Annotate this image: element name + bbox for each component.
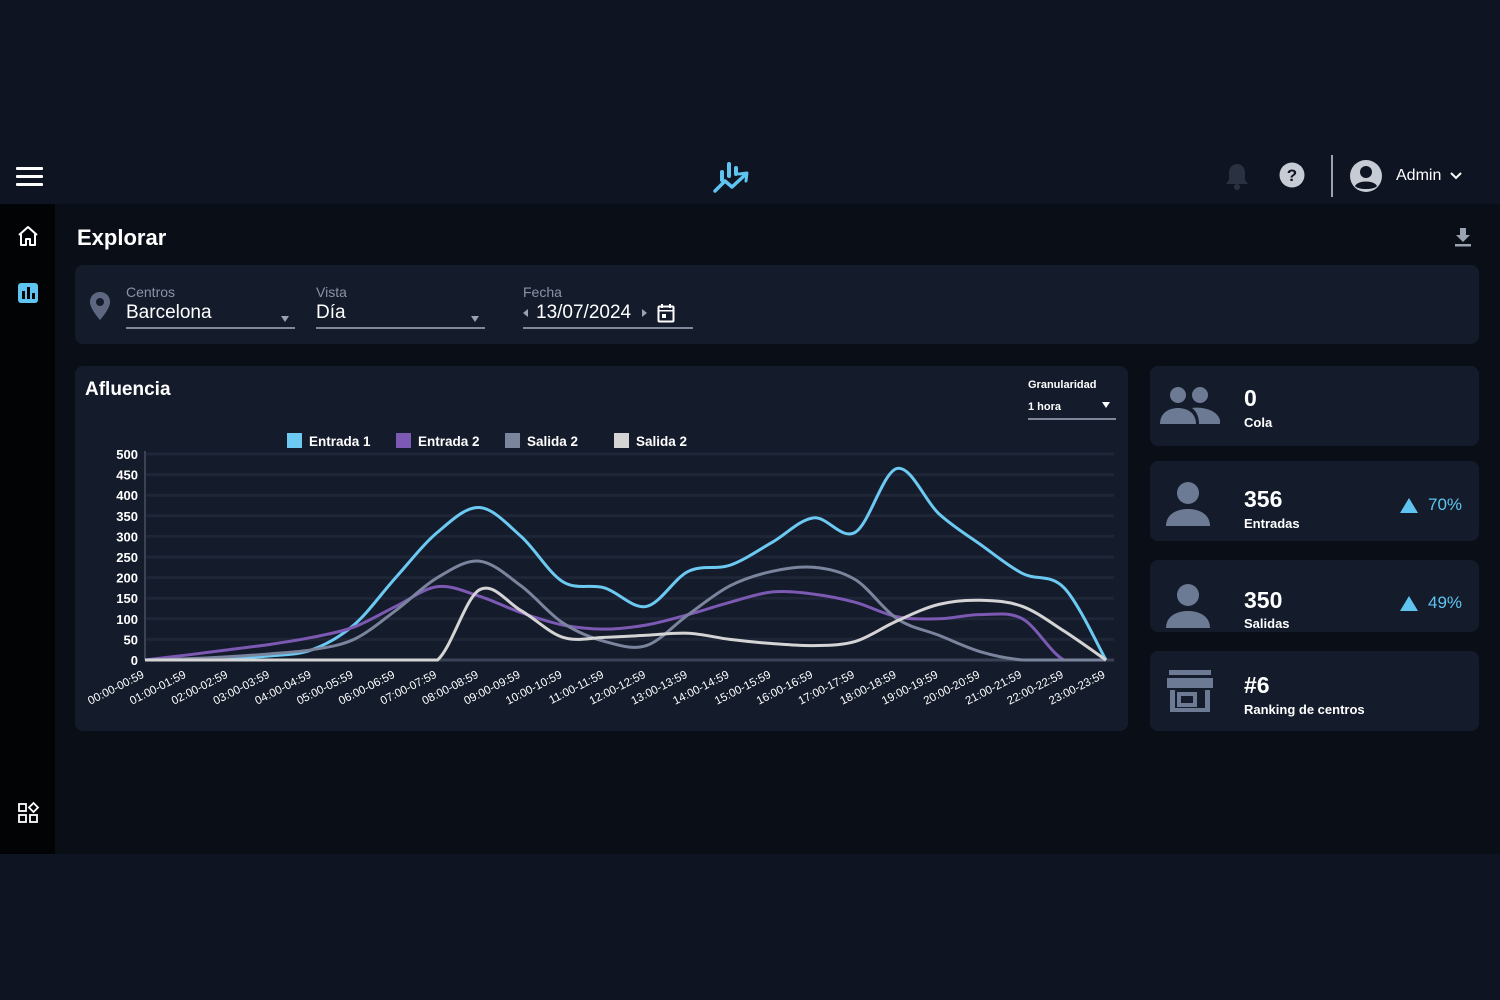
fecha-label: Fecha [523,284,562,300]
granularity-value: 1 hora [1028,401,1062,413]
fecha-underline [523,327,693,329]
stat-value: 0 [1244,385,1257,411]
home-icon[interactable] [16,224,42,250]
chevron-down-icon [1450,172,1463,180]
stat-card-entradas: 356 Entradas 70% [1150,461,1479,541]
vista-value: Día [316,302,346,323]
series-line [144,584,1106,662]
legend-label: Salida 2 [636,434,687,449]
stat-value: 350 [1244,587,1283,613]
legend-label: Entrada 1 [309,434,371,449]
caret-down-icon [471,316,479,322]
granularity-label: Granularidad [1028,379,1097,391]
page-title: Explorar [77,225,167,250]
y-tick-label: 300 [116,529,138,544]
series-line [144,586,1107,662]
fecha-value[interactable]: 13/07/2024 [536,302,632,323]
trend-percent: 70% [1428,495,1463,514]
calendar-icon[interactable] [657,303,675,323]
stat-card-salidas: 350 Salidas 49% [1150,560,1479,632]
legend-swatch [287,433,302,448]
legend-swatch [614,433,629,448]
chart-title: Afluencia [85,379,171,400]
legend-label: Entrada 2 [418,434,480,449]
trend-up-icon [1400,497,1418,513]
download-icon[interactable] [1452,226,1474,253]
stat-label: Salidas [1244,616,1290,631]
trend-indicator: 49% [1400,593,1462,613]
centros-value: Barcelona [126,302,212,323]
next-date-icon[interactable] [642,308,648,317]
svg-text:?: ? [1287,166,1297,185]
centros-label: Centros [126,284,176,300]
series-line [144,466,1108,662]
vista-label: Vista [316,284,347,300]
stat-label: Ranking de centros [1244,702,1365,717]
granularity-control: Granularidad 1 hora [1028,379,1116,420]
trend-indicator: 70% [1400,495,1462,515]
y-tick-label: 500 [116,447,138,462]
store-icon [1167,670,1213,712]
avatar-icon [1350,160,1382,192]
stat-card-ranking: #6 Ranking de centros [1150,651,1479,731]
prev-date-icon[interactable] [523,308,528,317]
y-tick-label: 50 [124,632,138,647]
caret-down-icon [281,316,289,322]
y-tick-label: 0 [131,653,138,668]
legend-swatch [505,433,520,448]
group-icon [1160,387,1220,424]
person-icon [1166,584,1210,628]
caret-down-icon [1102,402,1110,408]
notification-bell-icon[interactable] [1223,161,1251,196]
series-line [144,559,1106,662]
y-tick-label: 100 [116,612,138,627]
y-tick-label: 250 [116,550,138,565]
app-logo [712,158,752,199]
y-tick-label: 350 [116,509,138,524]
menu-icon[interactable] [16,167,43,187]
stat-label: Cola [1244,415,1273,430]
trend-up-icon [1400,595,1418,611]
y-tick-label: 200 [116,571,138,586]
stat-value: #6 [1244,672,1270,698]
top-bar: ? Admin [0,150,1500,204]
legend-swatch [396,433,411,448]
help-icon[interactable]: ? [1279,162,1305,193]
user-menu[interactable]: Admin [1349,159,1463,193]
vista-select[interactable]: Vista Día [316,284,485,329]
user-name: Admin [1396,167,1442,184]
sidebar [0,204,55,854]
afluencia-panel: 0 50 100 150 200 250 300 350 400 450 500 00:00-00:5… [75,366,1128,731]
location-pin-icon [88,291,112,326]
y-tick-label: 400 [116,488,138,503]
afluencia-chart: 05010015020025030035040045050000:00-00:5… [86,433,1114,708]
trend-percent: 49% [1428,593,1463,612]
filters-panel: Centros Barcelona Vista Día Fecha 13/07/… [75,265,1479,344]
stat-label: Entradas [1244,516,1300,531]
stat-card-cola: 0 Cola [1150,366,1479,446]
person-icon [1166,482,1210,526]
widgets-icon[interactable] [16,801,42,827]
centros-select[interactable]: Centros Barcelona [126,284,295,329]
y-tick-label: 150 [116,591,138,606]
header-divider [1331,155,1333,197]
fecha-picker[interactable]: Fecha 13/07/2024 [523,284,693,329]
stat-value: 356 [1244,486,1283,512]
vista-underline [316,327,485,329]
granularity-select[interactable]: 1 hora [1028,397,1116,420]
main-content: Explorar Centros Barcelona Vista Día F [55,204,1500,854]
chart-icon[interactable] [16,281,42,307]
centros-underline [126,327,295,329]
legend-label: Salida 2 [527,434,578,449]
y-tick-label: 450 [116,468,138,483]
